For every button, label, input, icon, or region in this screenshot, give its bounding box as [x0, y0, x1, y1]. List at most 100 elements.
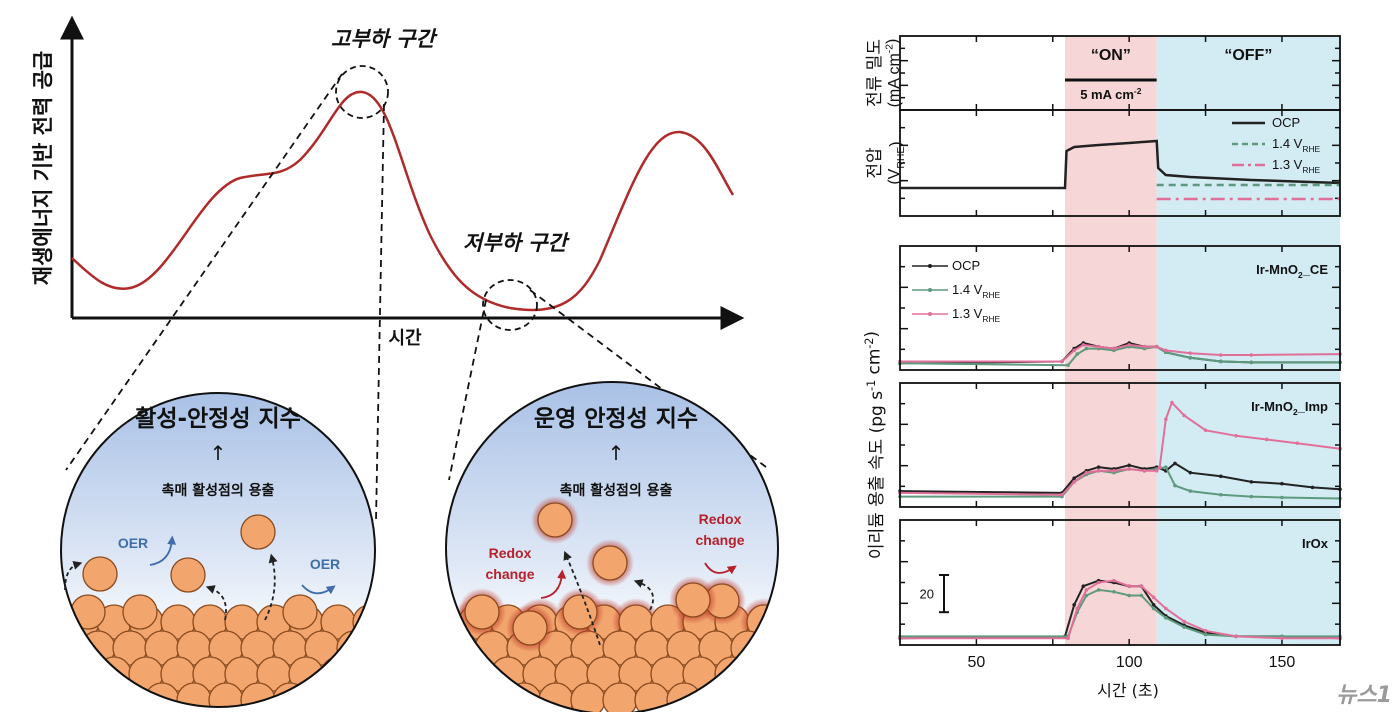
text-part: Ir-MnO [1251, 399, 1293, 414]
panel-Ir-MnO2_Imp: Ir-MnO2_Imp [898, 382, 1342, 508]
data-point [1151, 603, 1156, 607]
data-point [1096, 465, 1101, 469]
catalyst-particle [17, 683, 51, 712]
data-point [1142, 344, 1147, 349]
text-part: RHE [896, 147, 907, 169]
data-point [1084, 470, 1089, 475]
text-part: -2 [885, 44, 896, 53]
text-part: 1.3 V [1272, 157, 1303, 172]
dissolution-arrow [633, 579, 654, 611]
panel-label: IrOx [1302, 536, 1329, 551]
catalyst-particle [170, 557, 206, 593]
data-point [1249, 494, 1254, 499]
y-axis-label: 재생에너지 기반 전력 공급 [31, 51, 55, 285]
catalyst-particle [352, 656, 375, 692]
data-point [1219, 474, 1223, 479]
data-point [1182, 619, 1186, 624]
text-part: 전압 [865, 147, 885, 179]
catalyst-particle [506, 682, 542, 712]
dissolution-arrow [264, 553, 278, 621]
text-part: Ir-MnO [1256, 262, 1298, 277]
catalyst-particle [64, 656, 100, 692]
current-annotation: 5 mA cm-2 [1080, 86, 1142, 102]
catalyst-particle [385, 605, 419, 639]
x-tick-label: 150 [1269, 654, 1296, 671]
data-point [1060, 359, 1064, 364]
text-part: 2 [1293, 407, 1298, 417]
data-point [1234, 634, 1238, 639]
data-point [1075, 352, 1080, 356]
text-part: (V [886, 168, 903, 184]
legend-marker [928, 312, 932, 316]
redox-label: Redox change [695, 511, 744, 548]
catalyst-particle [272, 682, 308, 707]
y-axis-label: 전류 밀도 [865, 39, 885, 107]
zoom-line [448, 299, 487, 481]
legend-label: 1.3 VRHE [1272, 157, 1321, 175]
catalyst-particle [240, 514, 276, 550]
data-point [1075, 606, 1080, 611]
data-point [1188, 470, 1193, 475]
catalyst-particle [411, 683, 445, 712]
catalyst-particle [602, 682, 638, 712]
data-point [1164, 417, 1168, 421]
data-point [1173, 483, 1177, 488]
catalyst-particle [80, 682, 116, 707]
low-load-label: 저부하 구간 [463, 231, 570, 255]
region-label: “ON” [1091, 47, 1131, 64]
catalyst-particle [17, 631, 51, 665]
data-point [1096, 469, 1101, 473]
text-part: 1.4 V [952, 282, 983, 297]
catalyst-particle [61, 604, 68, 640]
data-point [1084, 588, 1089, 592]
catalyst-particle [385, 657, 419, 691]
series-line-OCP [900, 139, 1341, 190]
y-axis-unit: (VRHE) [886, 141, 907, 184]
zoom-line [375, 103, 385, 521]
legend-label: OCP [1272, 115, 1300, 130]
data-point [1310, 485, 1315, 490]
redox-label: Redox change [485, 545, 534, 582]
catalyst-particle [70, 594, 106, 630]
panel-current: 5 mA cm-2 전류 밀도 (mA cm-2) [865, 35, 1341, 111]
data-point [1295, 441, 1300, 445]
catalyst-particle [592, 545, 628, 581]
data-point [1066, 636, 1070, 641]
data-point [1096, 344, 1101, 349]
data-point [1060, 492, 1064, 497]
text-part: ) [862, 331, 882, 338]
data-point [1072, 603, 1076, 607]
catalyst-particle [537, 502, 573, 538]
panel-frame [899, 245, 1341, 371]
data-point [1072, 476, 1076, 480]
data-point [1188, 355, 1193, 360]
data-point [1164, 465, 1168, 469]
circle-title: 운영 안정성 지수 [534, 406, 698, 432]
data-point [1142, 469, 1147, 473]
data-point [1219, 359, 1223, 364]
catalyst-particle [762, 614, 778, 650]
data-point [1157, 465, 1162, 469]
circle-subtitle: 촉매 활성점의 용출 [560, 482, 673, 499]
data-point [1203, 632, 1208, 637]
low-load-dashed-circle [482, 279, 538, 331]
text-part: 1.3 V [952, 306, 983, 321]
data-point [1234, 433, 1238, 438]
redox-label-line: Redox [489, 545, 532, 561]
catalyst-particle [446, 682, 478, 712]
catalyst-particle [779, 605, 813, 639]
data-point [1280, 495, 1284, 500]
data-point [1096, 580, 1101, 585]
panel-frame [899, 519, 1341, 646]
y-axis-unit: (mA cm-2) [884, 39, 903, 108]
catalyst-particle [458, 656, 494, 692]
data-point [1127, 463, 1131, 468]
data-point [1151, 606, 1156, 611]
up-arrow: ↑ [210, 441, 227, 465]
data-point [1084, 593, 1089, 598]
text-part: 전류 밀도 [865, 39, 885, 107]
catalyst-particle [634, 682, 670, 712]
text-part: _CE [1302, 262, 1329, 277]
